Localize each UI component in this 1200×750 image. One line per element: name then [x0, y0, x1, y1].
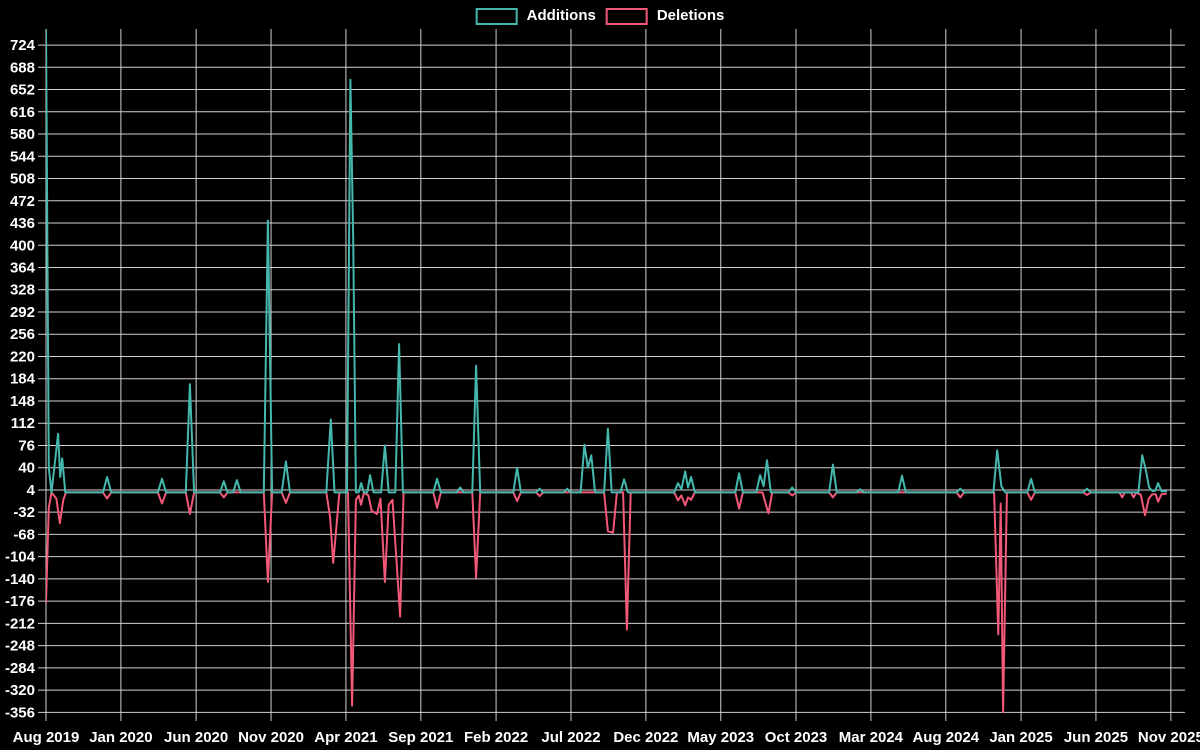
legend-item-deletions: Deletions: [605, 7, 725, 25]
x-tick-label: Aug 2024: [912, 729, 979, 746]
y-tick-label: 76: [18, 437, 35, 454]
deletions-legend-label: Deletions: [656, 7, 725, 24]
y-tick-label: -32: [13, 504, 35, 521]
x-tick-label: Nov 2020: [238, 729, 304, 746]
y-tick-label: -320: [5, 682, 35, 699]
y-tick-label: -104: [5, 549, 36, 566]
x-tick-label: Oct 2023: [765, 729, 828, 746]
x-tick-label: Jun 2025: [1064, 729, 1128, 746]
y-tick-label: 328: [10, 282, 35, 299]
gridlines: [38, 29, 1185, 721]
x-tick-label: Sep 2021: [388, 729, 453, 746]
y-tick-label: 112: [11, 415, 35, 432]
y-tick-label: 4: [27, 482, 36, 499]
additions-legend-label: Additions: [526, 7, 596, 24]
y-tick-label: 580: [10, 126, 35, 143]
y-tick-label: 652: [10, 82, 35, 99]
y-tick-label: -284: [5, 660, 36, 677]
x-tick-label: Mar 2024: [839, 729, 904, 746]
y-tick-label: 364: [10, 260, 36, 277]
x-tick-label: Jan 2025: [989, 729, 1052, 746]
y-tick-label: 688: [10, 59, 35, 76]
y-tick-label: 220: [10, 348, 35, 365]
y-tick-label: 544: [10, 148, 36, 165]
x-tick-label: Dec 2022: [613, 729, 678, 746]
deletions-line: [46, 491, 1167, 713]
deletions-swatch-icon: [605, 7, 648, 25]
x-tick-label: Nov 2025: [1138, 729, 1200, 746]
chart-legend: Additions Deletions: [475, 7, 725, 25]
y-tick-label: 292: [10, 304, 35, 321]
y-tick-label: 256: [10, 326, 35, 343]
y-tick-label: -356: [5, 704, 35, 721]
x-tick-label: Jul 2022: [541, 729, 600, 746]
x-tick-label: May 2023: [687, 729, 754, 746]
legend-item-additions: Additions: [475, 7, 596, 25]
y-tick-label: 724: [10, 37, 36, 54]
y-tick-label: 472: [10, 193, 35, 210]
y-tick-label: 40: [18, 460, 35, 477]
y-tick-label: 616: [10, 104, 35, 121]
additions-swatch-icon: [475, 7, 518, 25]
x-tick-label: Jun 2020: [164, 729, 228, 746]
y-tick-label: -212: [5, 615, 35, 632]
y-tick-label: 184: [10, 371, 36, 388]
x-tick-label: Aug 2019: [13, 729, 80, 746]
additions-line: [46, 29, 1167, 494]
y-tick-label: -248: [5, 638, 35, 655]
y-tick-label: -68: [13, 526, 35, 543]
x-tick-label: Jan 2020: [89, 729, 152, 746]
y-tick-label: 436: [10, 215, 35, 232]
y-tick-label: 508: [10, 171, 35, 188]
x-tick-label: Apr 2021: [314, 729, 377, 746]
series-group: [46, 29, 1167, 713]
axis-labels: 724 688 652 616 580 544 508 472 436 400 364 328 292 2…: [5, 37, 1200, 746]
y-tick-label: 148: [10, 393, 35, 410]
y-tick-label: -176: [5, 593, 35, 610]
y-tick-label: -140: [5, 571, 35, 588]
x-tick-label: Feb 2022: [464, 729, 528, 746]
y-tick-label: 400: [10, 237, 35, 254]
